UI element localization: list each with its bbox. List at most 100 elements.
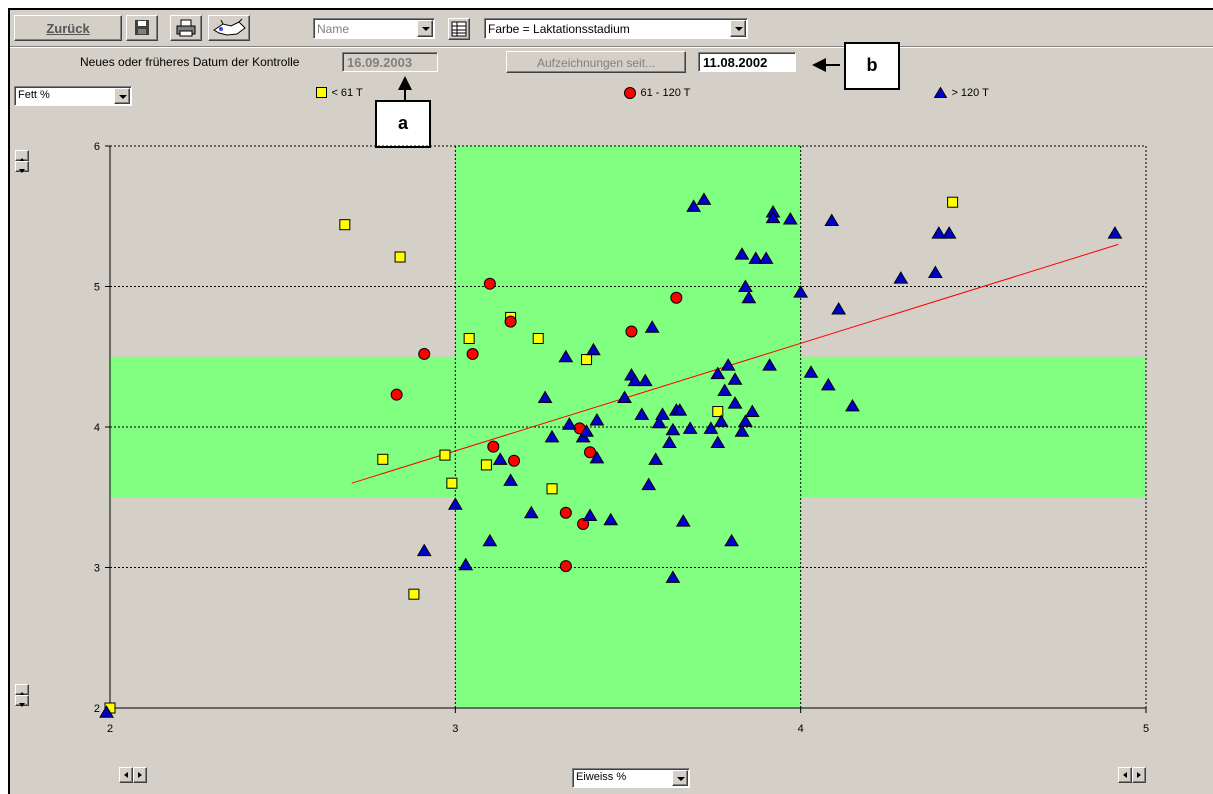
chevron-down-icon[interactable]	[114, 88, 130, 104]
spin-left-icon[interactable]	[1118, 767, 1132, 783]
data-point-61-120	[670, 291, 683, 304]
x-max-spinner[interactable]	[1118, 767, 1146, 783]
spin-left-icon[interactable]	[119, 767, 133, 783]
x-min-spinner[interactable]	[119, 767, 147, 783]
control-date-field[interactable]: 16.09.2003	[342, 52, 438, 72]
data-point-lt61	[394, 251, 406, 263]
spin-right-icon[interactable]	[133, 767, 147, 783]
data-point-gt120	[727, 396, 743, 409]
color-mode-combo[interactable]: Farbe = Laktationsstadium	[484, 18, 748, 39]
data-point-61-120	[466, 347, 479, 360]
table-view-button[interactable]	[448, 18, 470, 40]
data-point-gt120	[727, 372, 743, 385]
data-point-gt120	[941, 226, 957, 239]
spin-down-icon[interactable]	[15, 161, 29, 173]
data-point-gt120	[589, 412, 605, 426]
data-point-61-120	[418, 347, 431, 360]
data-point-gt120	[582, 508, 598, 522]
x-axis-select[interactable]: Eiweiss %	[572, 768, 690, 788]
data-point-gt120	[662, 435, 677, 448]
data-point-61-120	[483, 277, 496, 290]
app-window: Zurück Name	[8, 8, 1213, 794]
print-button[interactable]	[170, 15, 202, 41]
x-tick-label: 4	[798, 723, 804, 735]
data-point-lt61	[480, 459, 492, 471]
data-point-gt120	[713, 414, 729, 427]
floppy-disk-icon	[135, 20, 149, 35]
y-axis-select[interactable]: Fett %	[14, 86, 132, 106]
data-point-61-120	[577, 517, 590, 530]
chevron-down-icon[interactable]	[730, 20, 746, 37]
data-point-gt120	[793, 285, 809, 298]
data-point-gt120	[927, 265, 943, 278]
handshake-button[interactable]	[208, 15, 250, 41]
data-point-61-120	[559, 506, 572, 519]
data-point-lt61	[463, 332, 475, 344]
data-point-gt120	[820, 377, 836, 391]
data-point-gt120	[710, 435, 726, 448]
control-date-value: 16.09.2003	[347, 55, 413, 70]
callout-b: b	[844, 42, 900, 90]
x-tick-label: 3	[452, 723, 458, 735]
name-combo[interactable]: Name	[313, 18, 435, 39]
color-mode-combo-value: Farbe = Laktationsstadium	[488, 22, 630, 36]
callout-a-label: a	[397, 113, 408, 133]
data-point-gt120	[655, 407, 670, 420]
data-point-gt120	[447, 497, 463, 510]
callout-b-label: b	[866, 55, 878, 75]
data-point-gt120	[738, 279, 753, 292]
data-point-gt120	[893, 271, 909, 284]
data-point-gt120	[717, 383, 733, 396]
back-button-label: Zurück	[46, 21, 90, 36]
data-point-lt61	[377, 453, 389, 465]
spin-right-icon[interactable]	[1132, 767, 1146, 783]
data-point-lt61	[546, 483, 558, 495]
printer-icon	[176, 19, 196, 37]
data-point-gt120	[1107, 226, 1123, 239]
records-since-date-value: 11.08.2002	[703, 55, 768, 70]
data-point-gt120	[665, 422, 681, 436]
data-point-gt120	[503, 473, 518, 486]
data-point-gt120	[492, 452, 508, 465]
data-point-61-120	[390, 388, 403, 401]
data-point-gt120	[762, 358, 777, 371]
data-point-gt120	[637, 373, 653, 387]
data-point-gt120	[765, 210, 781, 224]
y-min-spinner[interactable]	[15, 684, 29, 707]
data-point-gt120	[579, 424, 594, 437]
data-point-gt120	[537, 390, 553, 403]
back-button[interactable]: Zurück	[14, 15, 122, 41]
data-point-gt120	[831, 301, 847, 315]
control-date-label: Neues oder früheres Datum der Kontrolle	[80, 55, 300, 69]
legend-item-61-120: 61 - 120 T	[624, 84, 690, 102]
data-point-gt120	[561, 417, 577, 430]
data-point-lt61	[446, 477, 458, 489]
data-point-gt120	[931, 226, 947, 239]
data-point-gt120	[665, 570, 681, 583]
y-max-spinner[interactable]	[15, 150, 29, 173]
data-point-gt120	[99, 705, 114, 718]
data-point-gt120	[703, 421, 719, 434]
data-point-61-120	[504, 315, 517, 328]
toolbar-divider	[10, 46, 1213, 48]
y-tick-label: 5	[94, 282, 100, 294]
chevron-down-icon[interactable]	[672, 770, 688, 786]
data-point-gt120	[710, 366, 726, 380]
data-point-gt120	[672, 403, 688, 416]
data-point-gt120	[482, 533, 498, 547]
x-tick-label: 5	[1143, 723, 1149, 735]
callout-a: a	[375, 100, 431, 148]
spin-down-icon[interactable]	[15, 695, 29, 707]
legend-item-lt61: < 61 T	[316, 84, 363, 102]
records-since-button[interactable]: Aufzeichnungen seit...	[506, 51, 686, 73]
callout-arrows	[398, 58, 840, 100]
data-point-gt120	[416, 543, 432, 557]
data-point-gt120	[803, 365, 819, 378]
save-button[interactable]	[126, 15, 158, 41]
data-point-lt61	[439, 449, 451, 461]
data-point-gt120	[634, 407, 650, 420]
records-since-date-field[interactable]: 11.08.2002	[698, 52, 796, 72]
chevron-down-icon[interactable]	[417, 20, 433, 37]
y-axis-select-value: Fett %	[18, 89, 50, 101]
legend-square-icon	[316, 87, 327, 99]
